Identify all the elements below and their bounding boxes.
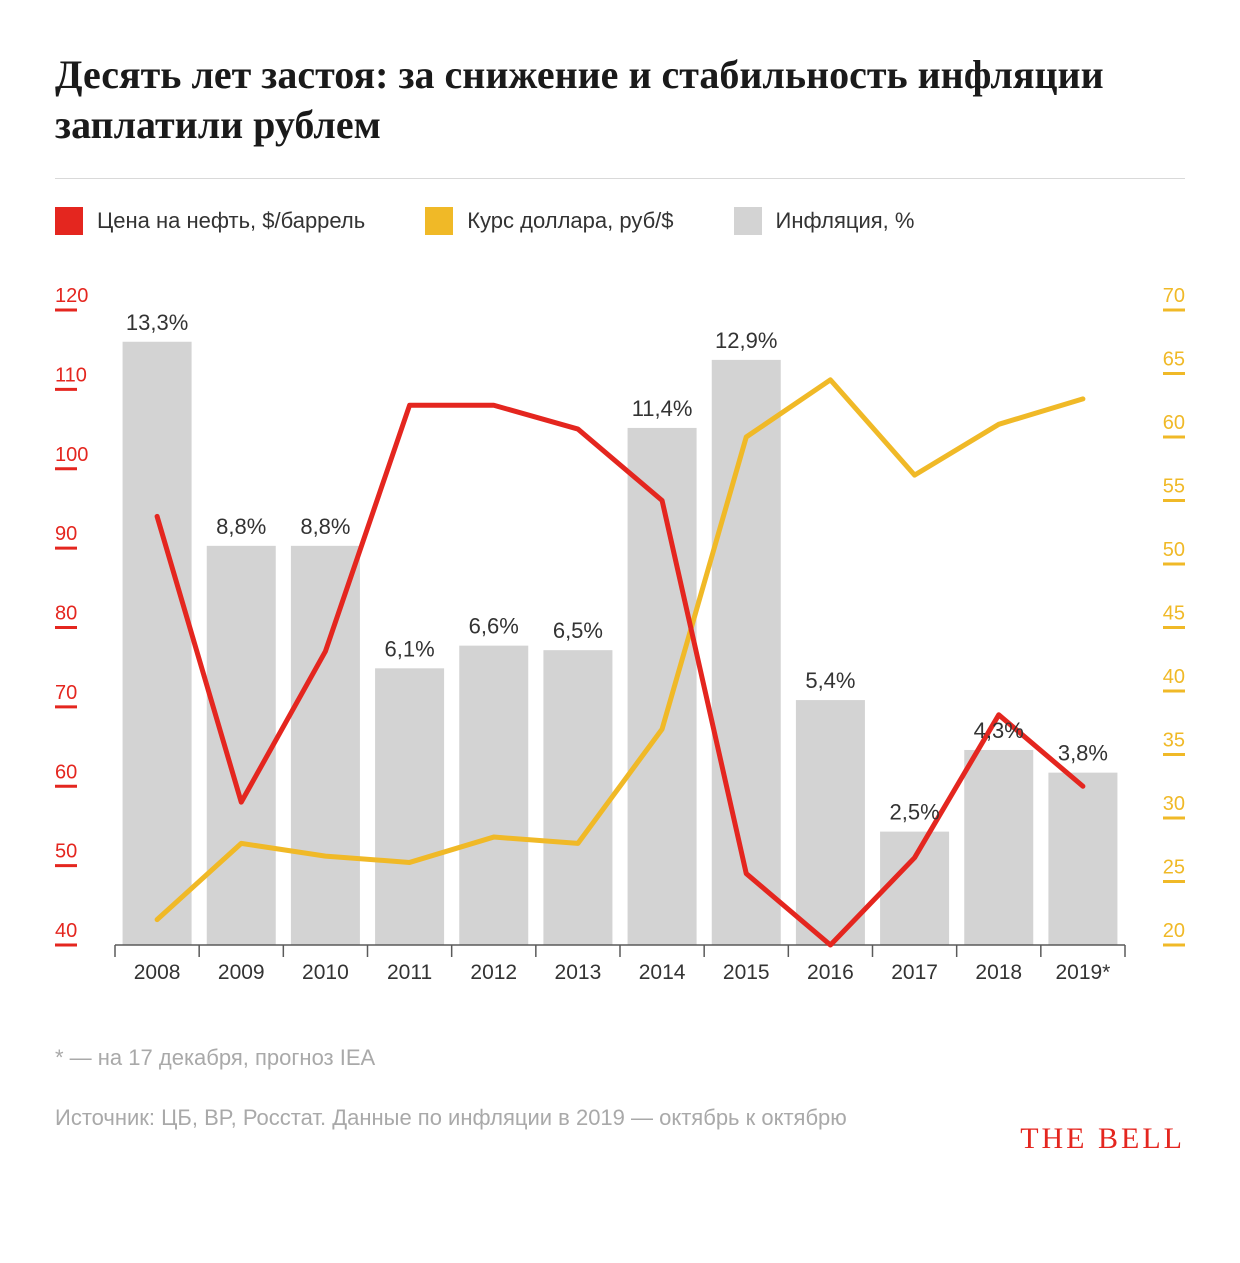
y-right-tick: 45 [1163,603,1185,625]
x-label: 2018 [975,961,1022,984]
bar-label: 8,8% [216,514,266,539]
legend-swatch-inflation [734,207,762,235]
y-right-tick: 60 [1163,412,1185,434]
bar-label: 11,4% [632,396,693,421]
legend-swatch-usd [425,207,453,235]
legend-swatch-oil [55,207,83,235]
y-right-tick: 70 [1163,285,1185,307]
divider [55,178,1185,179]
y-left-tick: 80 [55,603,77,625]
bar [459,646,528,945]
bar [880,832,949,945]
y-left-tick: 40 [55,920,77,942]
brand-logo: THE BELL [1020,1122,1185,1156]
bar [796,700,865,945]
bar-label: 2,5% [890,800,940,825]
legend: Цена на нефть, $/баррель Курс доллара, р… [55,207,1185,235]
bar [207,546,276,945]
bar-label: 4,3% [974,718,1024,743]
x-label: 2017 [891,961,938,984]
bar-label: 5,4% [805,668,855,693]
legend-label-usd: Курс доллара, руб/$ [467,208,673,234]
y-right-tick: 40 [1163,666,1185,688]
x-label: 2015 [723,961,770,984]
footnote: * — на 17 декабря, прогноз IEA [55,1045,1185,1071]
y-right-tick: 65 [1163,349,1185,371]
x-label: 2011 [387,961,432,984]
y-right-tick: 30 [1163,793,1185,815]
chart-container: 40 50 60 70 80 90 100 110 120 20 25 30 35 40 45 50 55 60 6… [55,285,1185,1005]
bar-label: 8,8% [300,514,350,539]
x-label: 2012 [470,961,517,984]
bar [375,668,444,945]
y-left-tick: 70 [55,682,77,704]
bar [291,546,360,945]
y-left-tick: 110 [55,364,87,386]
legend-item-inflation: Инфляция, % [734,207,915,235]
bar [1048,773,1117,945]
x-label: 2019* [1055,961,1110,984]
bar [123,342,192,945]
y-left-tick: 100 [55,444,88,466]
y-left-tick: 60 [55,761,77,783]
bar-label: 6,6% [469,614,519,639]
y-right-tick: 35 [1163,730,1185,752]
source-text: Источник: ЦБ, BP, Росстат. Данные по инф… [55,1103,847,1134]
y-right-tick: 20 [1163,920,1185,942]
bar [543,650,612,945]
x-label: 2009 [218,961,265,984]
y-left-tick: 120 [55,285,88,307]
y-right-tick: 55 [1163,476,1185,498]
x-label: 2013 [555,961,602,984]
y-left-tick: 50 [55,841,77,863]
x-label: 2014 [639,961,686,984]
bar-label: 6,5% [553,618,603,643]
bar-label: 6,1% [385,636,435,661]
bar [712,360,781,945]
y-left-tick: 90 [55,523,77,545]
bar-label: 13,3% [126,310,188,335]
bar-label: 12,9% [715,328,777,353]
bar-label: 3,8% [1058,741,1108,766]
bar [964,750,1033,945]
legend-label-oil: Цена на нефть, $/баррель [97,208,365,234]
legend-label-inflation: Инфляция, % [776,208,915,234]
x-label: 2016 [807,961,854,984]
chart-title: Десять лет застоя: за снижение и стабиль… [55,50,1185,150]
legend-item-oil: Цена на нефть, $/баррель [55,207,365,235]
y-right-tick: 50 [1163,539,1185,561]
x-label: 2010 [302,961,349,984]
chart-svg: 40 50 60 70 80 90 100 110 120 20 25 30 35 40 45 50 55 60 6… [55,285,1185,1005]
x-label: 2008 [134,961,181,984]
legend-item-usd: Курс доллара, руб/$ [425,207,673,235]
y-right-tick: 25 [1163,857,1185,879]
